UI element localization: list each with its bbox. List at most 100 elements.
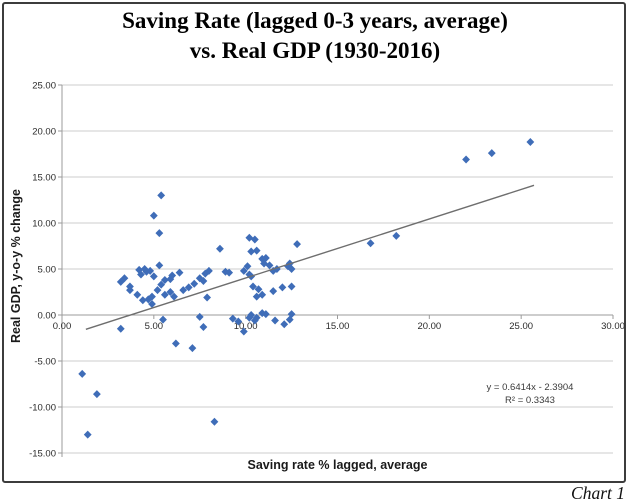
data-point [261, 310, 270, 319]
chart-title-line2: vs. Real GDP (1930-2016) [189, 38, 441, 63]
chart-caption: Chart 1 [571, 483, 625, 503]
data-point [249, 282, 257, 291]
y-tick-label: 15.00 [32, 173, 56, 184]
y-tick-label: 20.00 [32, 127, 56, 138]
data-point [228, 314, 237, 323]
x-tick-label: 0.00 [53, 321, 72, 332]
data-point [239, 327, 248, 336]
data-point [205, 266, 213, 275]
data-point [195, 312, 204, 321]
data-point [166, 275, 175, 284]
data-point [199, 276, 208, 285]
data-point [239, 266, 248, 275]
data-point [179, 286, 188, 295]
chart-border [2, 2, 626, 483]
data-point [155, 229, 164, 238]
data-point [190, 279, 199, 288]
data-point [250, 235, 259, 244]
data-point [526, 138, 535, 147]
y-tick-label: 5.00 [38, 265, 57, 276]
data-point [148, 299, 156, 308]
data-point [245, 313, 254, 322]
chart-title-line1: Saving Rate (lagged 0-3 years, average) [122, 8, 508, 33]
data-point [116, 277, 125, 286]
chart-title: Saving Rate (lagged 0-3 years, average) … [0, 6, 630, 66]
data-point [175, 268, 184, 277]
data-point [271, 316, 279, 325]
x-tick-label: 20.00 [417, 321, 441, 332]
data-point [280, 320, 289, 329]
data-point [252, 246, 261, 255]
data-point [120, 274, 129, 283]
data-point [149, 211, 158, 220]
y-tick-label: -15.00 [29, 449, 56, 460]
data-point [260, 259, 268, 268]
data-point [269, 266, 278, 275]
data-point [153, 286, 162, 295]
data-point [287, 310, 296, 319]
data-point [261, 253, 270, 262]
x-tick-label: 30.00 [601, 321, 625, 332]
data-point [140, 265, 149, 273]
data-point [199, 322, 208, 331]
x-tick-label: 5.00 [145, 321, 164, 332]
data-point [201, 269, 210, 278]
data-point [146, 266, 155, 275]
x-tick-label: 10.00 [234, 321, 258, 332]
data-point [142, 267, 151, 276]
data-point [234, 317, 243, 326]
data-point [148, 292, 156, 301]
trendline-r-squared: R² = 0.3343 [505, 395, 555, 406]
data-point [252, 313, 261, 322]
data-point [210, 417, 219, 426]
data-point [170, 292, 178, 301]
data-point [216, 244, 224, 253]
data-point [225, 268, 234, 277]
x-axis-title: Saving rate % lagged, average [247, 458, 428, 472]
y-tick-label: 0.00 [38, 311, 57, 322]
data-point [133, 290, 142, 299]
data-point [78, 369, 87, 378]
data-point [171, 339, 180, 348]
data-point [188, 344, 197, 353]
data-point [83, 430, 92, 439]
data-point [159, 315, 167, 324]
data-point [137, 270, 145, 279]
data-point [247, 247, 256, 256]
trendline-equation: y = 0.6414x - 2.3904 R² = 0.3343 [430, 381, 630, 407]
data-point [487, 149, 496, 158]
trendline-formula: y = 0.6414x - 2.3904 [486, 382, 574, 393]
data-point [247, 311, 256, 319]
data-point [168, 271, 177, 280]
x-tick-label: 15.00 [326, 321, 350, 332]
data-point [293, 240, 301, 249]
data-point [287, 282, 296, 291]
data-point [366, 239, 375, 248]
data-point [116, 324, 125, 333]
y-tick-label: -5.00 [34, 357, 56, 368]
data-point [149, 272, 158, 281]
data-point [254, 285, 263, 294]
data-point [160, 290, 169, 299]
data-point [258, 290, 267, 299]
data-point [243, 262, 252, 271]
data-point [462, 155, 470, 164]
data-point [160, 276, 169, 285]
data-point [166, 288, 175, 296]
data-point [269, 287, 278, 296]
y-tick-label: 10.00 [32, 219, 56, 230]
data-point [184, 283, 193, 292]
data-point [157, 280, 166, 289]
data-point [287, 265, 296, 273]
data-point [155, 261, 164, 270]
data-point [203, 293, 211, 302]
data-point [157, 191, 166, 200]
data-point [245, 233, 254, 242]
data-point [392, 231, 401, 240]
data-point [92, 390, 101, 399]
trendline [85, 184, 535, 330]
x-tick-label: 25.00 [509, 321, 533, 332]
data-point [126, 286, 134, 295]
